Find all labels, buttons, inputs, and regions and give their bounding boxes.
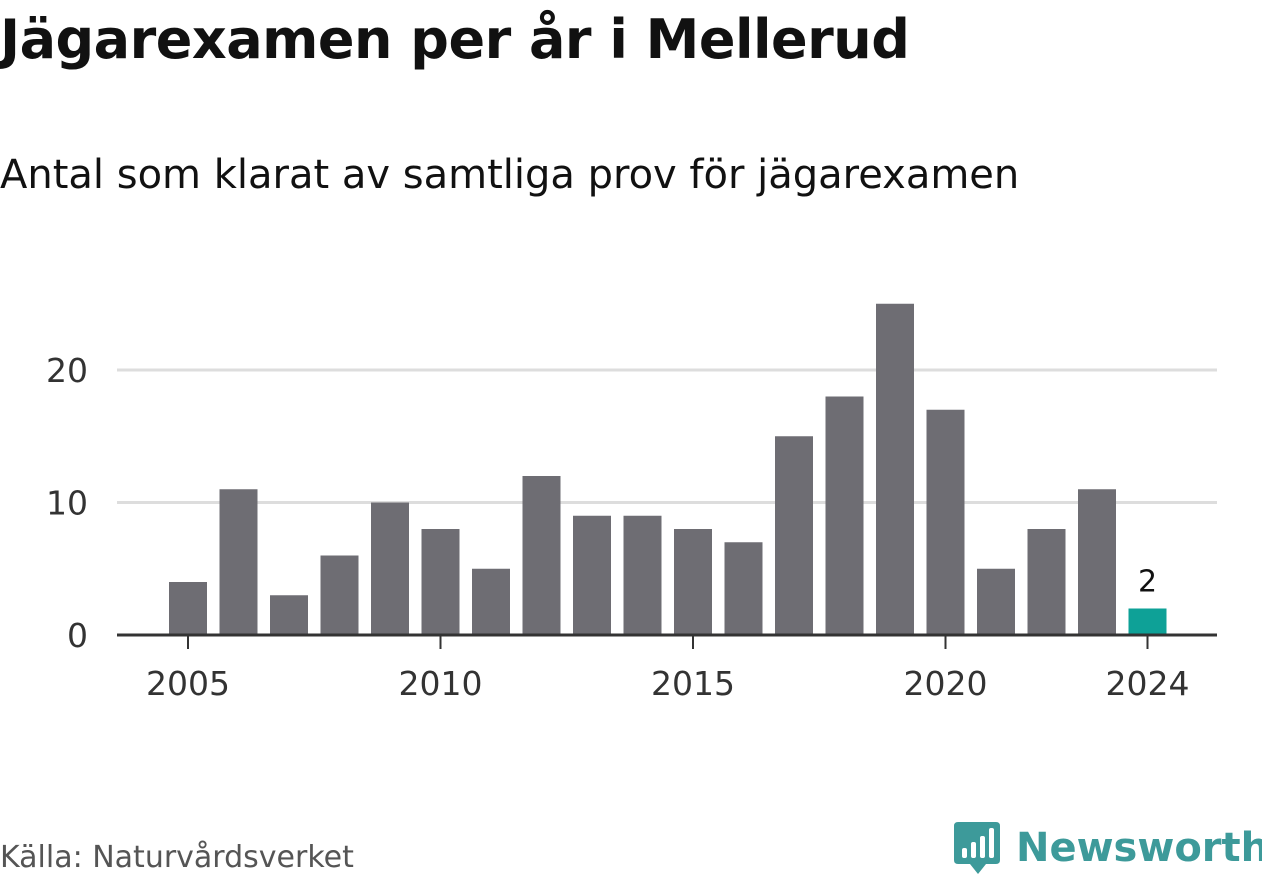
y-tick-label-20: 20 [46,351,88,390]
bar-chart: 0 10 20 2 2005 2010 2015 2020 2024 [46,303,1217,703]
bar-2014 [623,515,662,635]
bar-2024 [1128,608,1167,635]
bar-2019 [876,303,914,635]
grid-lines [117,368,1217,504]
y-tick-label-0: 0 [67,616,88,655]
x-axis [117,633,1217,649]
bar-2022 [1027,529,1066,635]
brand-name: Newsworthy [1016,825,1262,871]
x-tick-label-2020: 2020 [904,664,988,703]
bar-2016 [724,542,763,635]
bar-2015 [674,529,712,635]
bar-2023 [1078,489,1116,635]
bar-2017 [775,436,813,635]
x-tick-label-2005: 2005 [146,664,230,703]
bar-2009 [371,502,409,635]
data-label-2024: 2 [1138,565,1157,600]
x-tick-label-2010: 2010 [399,664,483,703]
axis-labels: 0 10 20 2 2005 2010 2015 2020 2024 [46,351,1189,703]
bar-2008 [320,555,359,635]
bar-2007 [270,595,308,635]
x-tick-label-2015: 2015 [651,664,735,703]
bar-2005 [169,582,207,635]
x-tick-label-2024: 2024 [1106,664,1190,703]
chart-title: Jägarexamen per år i Mellerud [0,8,910,71]
bar-2020 [926,409,965,635]
y-tick-label-10: 10 [46,484,88,523]
bar-2012 [522,476,561,635]
bar-2013 [573,515,611,635]
bar-2018 [825,396,864,635]
bars [169,303,1167,635]
bar-2010 [421,529,460,635]
newsworthy-brand: Newsworthy [952,816,1262,880]
newsworthy-logo-icon [954,822,1000,874]
source-note: Källa: Naturvårdsverket [0,840,354,875]
chart-subtitle: Antal som klarat av samtliga prov för jä… [0,152,1020,198]
bar-2006 [219,489,258,635]
bar-2011 [472,568,510,635]
bar-2021 [977,568,1015,635]
